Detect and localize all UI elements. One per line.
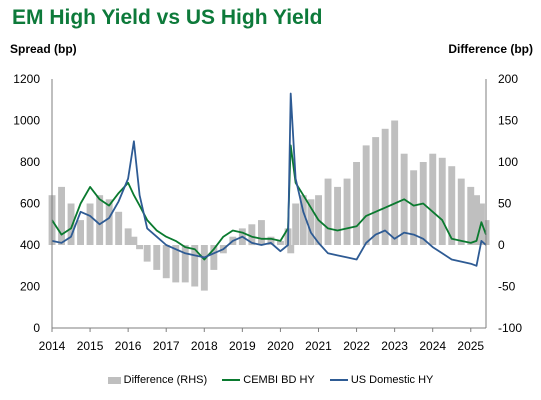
legend-label-us-hy: US Domestic HY [350,374,434,387]
difference-bar [105,199,113,245]
difference-bar [448,166,456,245]
x-tick-label: 2022 [343,339,370,353]
x-tick-label: 2025 [457,339,484,353]
series-lines [51,92,487,267]
legend-label-cembi: CEMBI BD HY [243,374,315,387]
difference-bar [191,245,199,287]
left-y-tick-label: 600 [20,197,40,211]
difference-bar [86,203,94,245]
left-y-tick-label: 1000 [13,114,40,128]
legend-item-difference: Difference (RHS) [107,374,208,387]
difference-bar [200,245,208,291]
cembi-bd-hy-line [51,144,487,261]
difference-bar [438,157,446,245]
left-axis-title: Spread (bp) [10,42,77,56]
difference-bar [307,199,315,245]
legend-swatch-cembi [222,379,241,382]
us-domestic-hy-line [51,92,487,267]
legend-swatch-us-hy [329,379,348,382]
difference-bar [67,203,75,245]
right-y-tick-label: -100 [498,321,522,335]
right-y-tick-label: 200 [498,72,518,86]
difference-bar [136,245,143,250]
right-y-tick-label: 100 [498,155,518,169]
difference-bar [143,245,151,262]
difference-bar [181,245,189,283]
tick-labels: 0 200 400 600 800 1000 1200 -100 -50 0 50 100 150 200… [13,72,522,353]
difference-bar [96,195,104,245]
legend-swatch-difference [107,376,121,384]
difference-bar [381,128,389,245]
x-tick-label: 2017 [153,339,180,353]
difference-bar [292,203,300,245]
difference-bar [287,245,295,254]
x-tick-label: 2016 [115,339,142,353]
left-y-tick-label: 200 [20,280,40,294]
x-tick-label: 2014 [39,339,66,353]
right-axis-title: Difference (bp) [448,42,533,56]
x-tick-label: 2015 [77,339,104,353]
difference-bar [334,186,341,245]
legend-item-us-hy: US Domestic HY [329,374,434,387]
difference-bar [130,236,138,245]
difference-bar [248,224,256,246]
left-y-tick-label: 1200 [13,72,40,86]
x-tick-label: 2018 [191,339,218,353]
difference-bar [172,245,180,283]
x-tick-label: 2023 [381,339,408,353]
difference-bar [391,120,399,245]
right-y-tick-label: -50 [498,280,516,294]
difference-bar [372,137,380,245]
difference-bar [277,240,284,245]
difference-bar [153,245,161,270]
x-tick-label: 2019 [229,339,256,353]
difference-bar [353,162,360,245]
difference-bar [124,228,132,245]
left-y-tick-label: 0 [33,321,40,335]
difference-bar [457,178,465,245]
difference-bar [210,245,218,270]
difference-bar [299,195,307,245]
x-tick-label: 2024 [419,339,446,353]
legend-item-cembi: CEMBI BD HY [222,374,315,386]
difference-bar [115,211,123,245]
left-y-tick-label: 800 [20,155,40,169]
x-tick-label: 2020 [267,339,294,353]
difference-bar [473,195,480,245]
difference-bar [324,178,332,245]
difference-bar [429,153,437,245]
difference-bar [258,220,265,245]
right-y-tick-label: 150 [498,114,518,128]
x-tick-label: 2021 [305,339,332,353]
difference-bar [267,236,275,245]
difference-bars [48,120,490,291]
legend: Difference (RHS) CEMBI BD HY US Domestic… [0,374,541,386]
difference-bar [467,186,475,245]
axes [51,79,487,332]
left-y-tick-label: 400 [20,238,40,252]
difference-bar [343,178,351,245]
chart-title: EM High Yield vs US High Yield [12,6,323,29]
difference-bar [77,220,84,245]
difference-bar [162,245,170,279]
difference-bar [58,186,65,245]
right-y-tick-label: 0 [498,238,505,252]
difference-bar [410,170,418,245]
difference-bar [362,145,370,245]
right-y-tick-label: 50 [498,197,512,211]
legend-label-difference: Difference (RHS) [123,374,208,387]
